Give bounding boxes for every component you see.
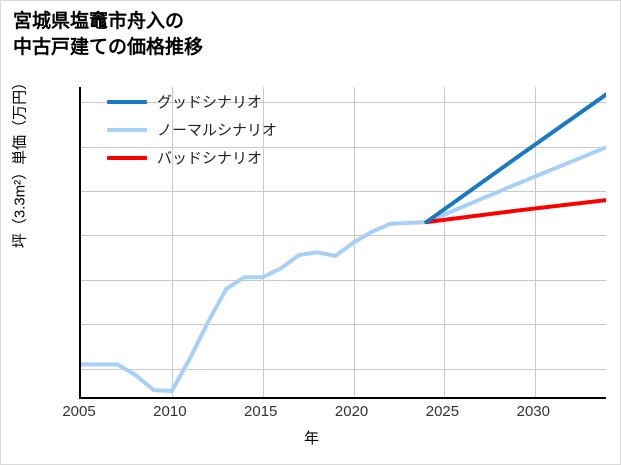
series-line	[424, 92, 606, 225]
gridline-horizontal	[81, 368, 606, 370]
legend-swatch-normal	[107, 128, 147, 132]
gridline-horizontal	[81, 235, 606, 237]
x-axis-tick-label: 2030	[516, 403, 550, 420]
gridline-horizontal	[81, 324, 606, 326]
gridline-horizontal	[81, 191, 606, 192]
x-axis-title: 年	[303, 430, 319, 447]
series-line	[81, 145, 606, 393]
y-axis-title: 坪（3.3m²）単価（万円）	[11, 74, 29, 249]
gridline-horizontal	[81, 279, 606, 281]
gridline-vertical	[535, 87, 537, 397]
legend-item-normal[interactable]: ノーマルシナリオ	[107, 121, 277, 139]
legend-item-good[interactable]: グッドシナリオ	[107, 93, 277, 111]
plot-inner	[81, 87, 606, 397]
page-title: 宮城県塩竈市舟入の 中古戸建ての価格推移	[13, 11, 204, 58]
legend-label-good: グッドシナリオ	[157, 93, 263, 111]
gridline-vertical	[262, 87, 264, 397]
gridline-horizontal	[81, 102, 606, 104]
legend-label-normal: ノーマルシナリオ	[157, 121, 278, 139]
gridline-horizontal	[81, 146, 606, 148]
gridline-vertical	[171, 87, 173, 397]
x-axis-tick-label: 2005	[62, 403, 96, 420]
plot-area	[79, 87, 606, 399]
legend-item-bad[interactable]: バッドシナリオ	[107, 149, 277, 167]
x-axis-tick-label: 2020	[334, 403, 369, 420]
chart-legend: グッドシナリオ ノーマルシナリオ バッドシナリオ	[107, 93, 277, 167]
series-layer	[81, 92, 606, 393]
gridline-vertical	[444, 87, 446, 397]
x-axis-tick-label: 2025	[425, 403, 460, 420]
legend-label-bad: バッドシナリオ	[157, 149, 263, 167]
x-axis-tick-label: 2010	[153, 403, 187, 420]
legend-swatch-bad	[107, 156, 147, 160]
series-line	[424, 198, 606, 225]
legend-swatch-good	[107, 100, 147, 104]
x-axis-tick-label: 2015	[244, 403, 278, 420]
